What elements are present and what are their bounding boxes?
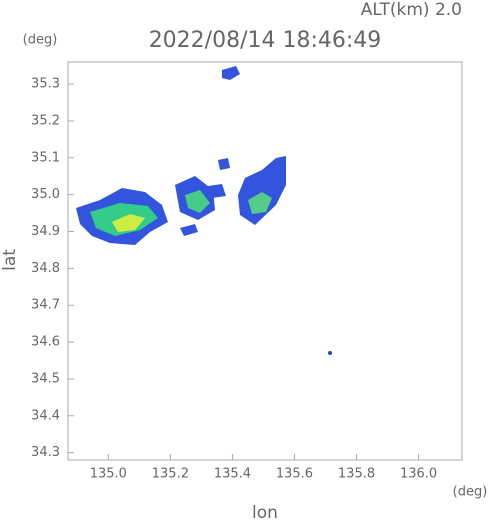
echo [238,156,286,225]
echo [222,66,240,80]
x-unit: (deg) [453,485,488,500]
echo [208,184,226,198]
echo [180,224,198,236]
x-tick-label: 135.8 [338,467,375,482]
y-tick-label: 34.6 [31,335,60,350]
x-tick-label: 135.0 [90,467,127,482]
x-tick-label: 136.0 [400,467,437,482]
y-tick-label: 35.1 [31,150,60,165]
echo [218,158,230,170]
y-axis-label: lat [0,249,20,271]
y-tick-label: 34.9 [31,224,60,239]
y-tick-label: 34.7 [31,298,60,313]
y-unit: (deg) [23,33,58,48]
chart-title: 2022/08/14 18:46:49 [149,28,382,53]
echo [248,192,272,214]
y-tick-label: 34.5 [31,371,60,386]
x-tick-label: 135.4 [214,467,251,482]
x-tick-label: 135.6 [276,467,313,482]
y-tick-label: 35.3 [31,77,60,92]
radar-echoes [76,66,332,355]
y-tick-label: 34.4 [31,408,60,423]
y-tick-label: 34.3 [31,445,60,460]
echo [185,190,210,213]
y-tick-label: 35.2 [31,113,60,128]
y-tick-label: 34.8 [31,261,60,276]
subtitle: ALT(km) 2.0 [361,0,462,20]
echo [112,214,145,232]
x-axis-label: lon [252,503,278,521]
plot-frame [67,61,463,461]
echo [328,351,332,355]
y-tick-label: 35.0 [31,187,60,202]
x-tick-label: 135.2 [152,467,189,482]
